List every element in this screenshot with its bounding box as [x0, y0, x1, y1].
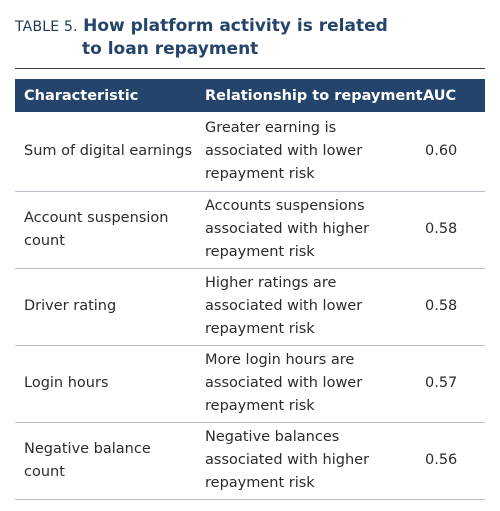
cell-auc: 0.58: [415, 191, 485, 269]
cell-relationship: Greater earning is associated with lower…: [196, 112, 415, 192]
table-row: Login hours More login hours are associa…: [15, 345, 485, 423]
header-auc: AUC: [423, 87, 457, 104]
cell-characteristic: Account suspension count: [15, 191, 196, 269]
cell-relationship: Higher ratings are associated with lower…: [196, 268, 415, 346]
table-row: Sum of digital earnings Greater earning …: [15, 112, 485, 192]
cell-auc: 0.57: [415, 345, 485, 423]
table-number: TABLE 5.: [15, 19, 78, 35]
table-title: TABLE 5. How platform activity is relate…: [15, 15, 485, 60]
cell-relationship: Accounts suspensions associated with hig…: [196, 191, 415, 269]
table-row: Negative balance count Negative balances…: [15, 422, 485, 500]
header-relationship: Relationship to repayment: [205, 87, 423, 104]
cell-relationship: More login hours are associated with low…: [196, 345, 415, 423]
table-row: Account suspension count Accounts suspen…: [15, 191, 485, 269]
cell-characteristic: Negative balance count: [15, 422, 196, 500]
cell-characteristic: Login hours: [15, 345, 196, 423]
title-line-1: TABLE 5. How platform activity is relate…: [15, 15, 485, 38]
data-table: Characteristic Relationship to repayment…: [15, 79, 485, 500]
title-text-line-1: How platform activity is related: [83, 16, 388, 36]
cell-characteristic: Sum of digital earnings: [15, 112, 196, 192]
table-header-row: Characteristic Relationship to repayment…: [15, 79, 485, 112]
cell-relationship: Negative balances associated with higher…: [196, 422, 415, 500]
header-characteristic: Characteristic: [24, 87, 139, 104]
cell-auc: 0.58: [415, 268, 485, 346]
cell-auc: 0.56: [415, 422, 485, 500]
title-divider: [15, 68, 485, 69]
cell-auc: 0.60: [415, 112, 485, 192]
cell-characteristic: Driver rating: [15, 268, 196, 346]
table-row: Driver rating Higher ratings are associa…: [15, 268, 485, 346]
title-text-line-2: to loan repayment: [82, 39, 259, 59]
